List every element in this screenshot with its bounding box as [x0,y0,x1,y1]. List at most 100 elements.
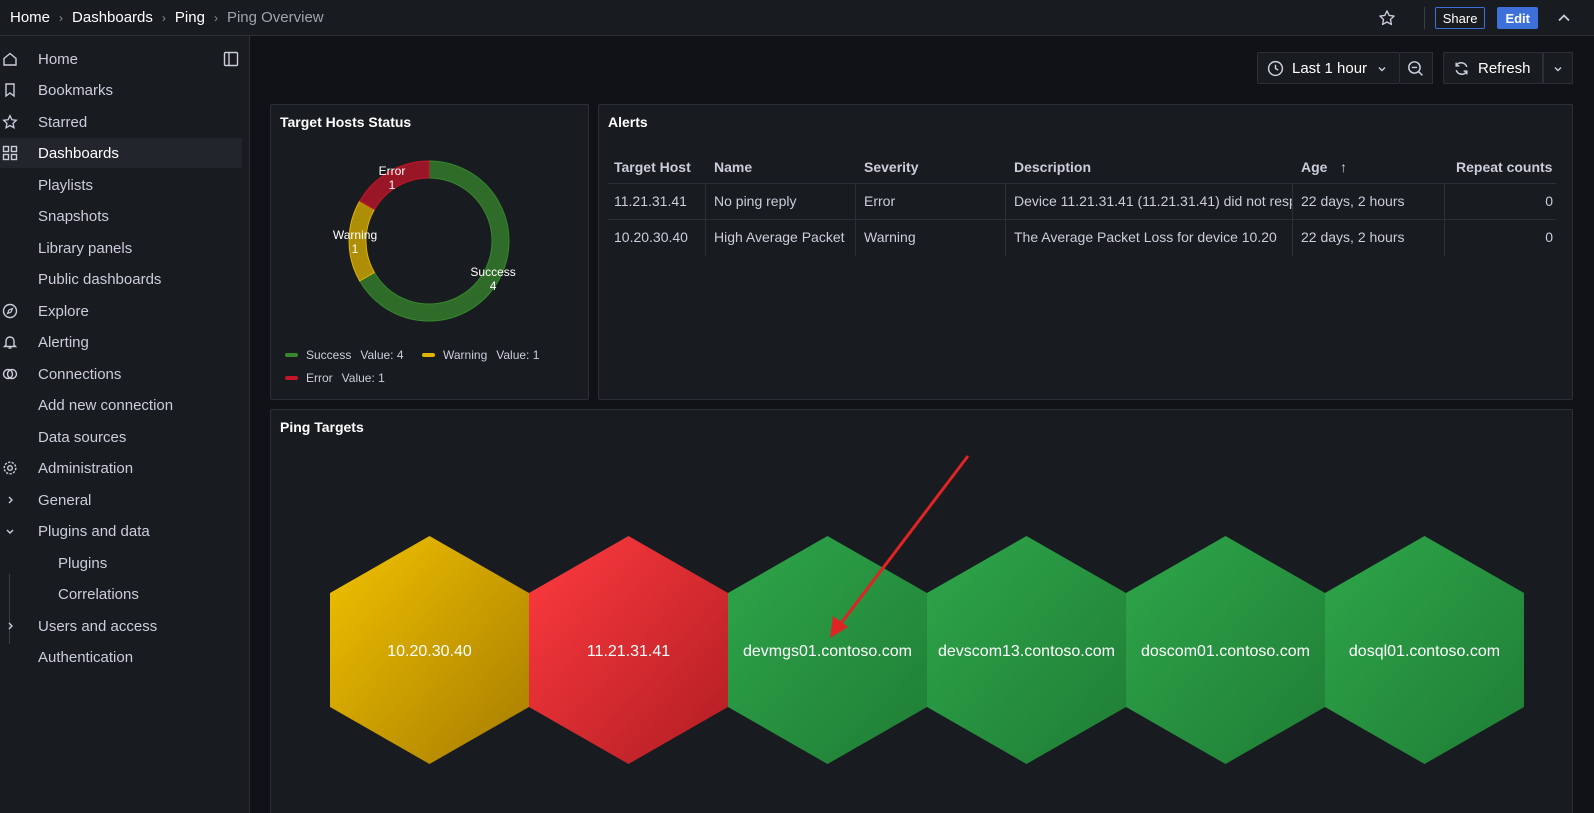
column-header-target-host[interactable]: Target Host [614,159,691,175]
panel-title[interactable]: Target Hosts Status [280,114,412,130]
breadcrumb-dashboards[interactable]: Dashboards [72,9,153,26]
host-hexagon[interactable]: doscom01.contoso.com [1126,536,1325,764]
column-header-severity[interactable]: Severity [864,159,919,175]
ping-targets-panel: Ping Targets 10.20.30.40 11.21.31.41 devmg… [270,409,1573,813]
time-range-label: Last 1 hour [1292,60,1368,77]
alerts-panel: Alerts Target Host Name Severity Descrip… [598,104,1573,400]
sidebar-item-administration[interactable]: Administration [0,453,242,483]
sidebar-item-plugins[interactable]: Plugins [0,548,242,578]
sidebar-item-connections[interactable]: Connections [0,359,242,389]
host-hexagon[interactable]: devmgs01.contoso.com [728,536,927,764]
host-hexagon-label: devmgs01.contoso.com [743,643,912,660]
bookmark-icon [2,82,18,98]
sidebar-item-plugins-and-data[interactable]: Plugins and data [0,516,242,546]
share-button[interactable]: Share [1434,7,1486,29]
cell-age: 22 days, 2 hours [1301,229,1405,245]
refresh-button[interactable]: Refresh [1443,52,1543,84]
sidebar-item-label: Playlists [38,176,94,194]
table-row[interactable]: 11.21.31.41 No ping reply Error Device 1… [608,183,1556,220]
cell-repeat-counts: 0 [1545,229,1553,245]
chevron-down-icon[interactable] [2,523,18,539]
host-hexagon-label: doscom01.contoso.com [1141,643,1310,660]
host-hexagon[interactable]: devscom13.contoso.com [927,536,1126,764]
sidebar-item-label: Dashboards [38,144,119,162]
sidebar-item-label: Plugins [58,554,108,572]
sidebar: Home Bookmarks Starred Dashboards Playli… [0,36,250,813]
column-header-description[interactable]: Description [1014,159,1092,175]
legend-item-warning[interactable]: Warning Value: 1 [422,348,539,362]
hexagon-grid: 10.20.30.40 11.21.31.41 devmgs01.contoso.c… [330,536,1524,764]
host-hexagon-shape[interactable] [330,536,529,764]
sidebar-item-bookmarks[interactable]: Bookmarks [0,75,242,105]
host-hexagon[interactable]: 11.21.31.41 [529,536,728,764]
breadcrumb-ping[interactable]: Ping [174,9,205,26]
cell-repeat-counts: 0 [1545,193,1553,209]
sidebar-item-label: Plugins and data [38,522,150,540]
donut-slice-success[interactable] [359,160,510,322]
chevron-up-icon[interactable] [1552,6,1576,30]
sidebar-item-general[interactable]: General [0,485,242,515]
column-header-age[interactable]: Age [1301,159,1328,175]
refresh-interval-dropdown[interactable] [1543,52,1573,84]
panel-title[interactable]: Ping Targets [280,419,364,435]
column-header-name[interactable]: Name [714,159,753,175]
star-icon[interactable] [1372,3,1402,33]
edit-button[interactable]: Edit [1497,7,1538,29]
host-hexagon-shape[interactable] [529,536,728,764]
time-range-picker[interactable]: Last 1 hour [1257,52,1400,84]
sidebar-item-playlists[interactable]: Playlists [0,170,242,200]
donut-slice-error[interactable] [359,160,430,211]
chevron-right-icon[interactable] [2,492,18,508]
legend-name: Warning [443,348,488,362]
sidebar-item-label: Data sources [38,428,127,446]
sidebar-item-snapshots[interactable]: Snapshots [0,201,242,231]
sidebar-item-authentication[interactable]: Authentication [0,642,242,672]
sidebar-item-data-sources[interactable]: Data sources [0,422,242,452]
table-header: Target Host Name Severity Description Ag… [599,151,1572,183]
legend-item-success[interactable]: Success Value: 4 [285,348,404,362]
sidebar-item-public-dashboards[interactable]: Public dashboards [0,264,242,294]
sidebar-item-label: Alerting [38,333,89,351]
cell-name: No ping reply [714,193,797,209]
breadcrumb-separator-icon: › [59,10,64,25]
cell-description: The Average Packet Loss for device 10.20 [1014,229,1277,245]
sidebar-item-alerting[interactable]: Alerting [0,327,242,357]
chevron-down-icon [1376,62,1388,78]
chevron-down-icon [1552,62,1564,78]
tree-guide-line [9,574,10,644]
connections-icon [2,366,18,382]
host-hexagon[interactable]: 10.20.30.40 [330,536,529,764]
dashboards-icon [2,145,18,161]
top-bar: Home › Dashboards › Ping › Ping Overview… [0,0,1594,36]
host-hexagon-shape[interactable] [1126,536,1325,764]
table-row[interactable]: 10.20.30.40 High Average Packet Warning … [608,219,1556,256]
donut-label-value: 1 [352,242,359,256]
chevron-right-icon[interactable] [2,618,18,634]
sidebar-item-home[interactable]: Home [0,44,242,74]
host-hexagon[interactable]: dosql01.contoso.com [1325,536,1524,764]
host-hexagon-shape[interactable] [1325,536,1524,764]
column-header-repeat-counts[interactable]: Repeat counts [1456,159,1553,175]
cell-target-host: 11.21.31.41 [614,193,687,209]
panel-title[interactable]: Alerts [608,114,648,130]
dock-menu-icon[interactable] [223,51,239,67]
sidebar-item-correlations[interactable]: Correlations [0,579,242,609]
legend-item-error[interactable]: Error Value: 1 [285,371,385,385]
column-divider [1444,184,1445,220]
sidebar-item-label: Starred [38,113,88,131]
sidebar-item-dashboards[interactable]: Dashboards [0,138,242,168]
sidebar-item-explore[interactable]: Explore [0,296,242,326]
breadcrumb-home[interactable]: Home [10,9,51,26]
zoom-out-button[interactable] [1400,52,1433,84]
sidebar-item-library-panels[interactable]: Library panels [0,233,242,263]
sidebar-item-users-and-access[interactable]: Users and access [0,611,242,641]
donut-label-name: Error [379,164,406,178]
donut-label-name: Success [470,265,515,279]
host-hexagon-shape[interactable] [927,536,1126,764]
column-divider [705,220,706,256]
refresh-label: Refresh [1478,60,1531,77]
sidebar-item-label: Snapshots [38,207,109,225]
column-divider [1292,184,1293,220]
sidebar-item-add-new-connection[interactable]: Add new connection [0,390,242,420]
sidebar-item-starred[interactable]: Starred [0,107,242,137]
